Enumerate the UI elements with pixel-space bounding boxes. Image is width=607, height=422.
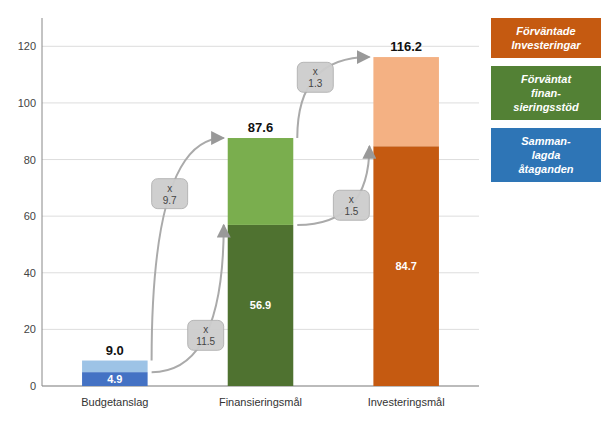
annotations: x9.7 x11.5 x1.3 x1.5: [152, 57, 370, 372]
annotation-box: [188, 320, 224, 350]
annotation-text: x9.7: [163, 183, 177, 206]
y-tick-label: 0: [30, 380, 36, 392]
data-label: 84.7: [395, 260, 416, 272]
legend-label: Förväntatfinan-sieringsstöd: [513, 73, 579, 113]
annotation-arrow: [152, 138, 224, 360]
annotation-box: [297, 62, 333, 92]
annotation-text: x1.3: [308, 66, 322, 89]
chart: 0 20 40 60 80 100 120 4.9 56.9 84.7 9.0 87.6 116.2 Bu…: [0, 0, 607, 422]
legend-label: FörväntadeInvesteringar: [511, 25, 581, 51]
x-tick-label: Budgetanslag: [81, 396, 148, 408]
total-label: 116.2: [390, 39, 422, 54]
annotation-arrow: [297, 57, 369, 138]
y-tick-label: 100: [18, 97, 36, 109]
y-tick-label: 80: [24, 154, 36, 166]
x-tick-label: Investeringsmål: [368, 396, 445, 408]
total-label: 9.0: [106, 343, 124, 358]
annotation-arrow: [152, 225, 224, 372]
grid: [42, 46, 479, 386]
legend-label: Samman-lagdaåtaganden: [518, 135, 573, 175]
bar-segment: [373, 57, 439, 146]
annotation-box: [333, 190, 369, 220]
y-tick-label: 40: [24, 267, 36, 279]
legend-swatch: [491, 66, 601, 120]
y-tick-label: 20: [24, 323, 36, 335]
y-tick-label: 60: [24, 210, 36, 222]
legend: FörväntadeInvesteringar Förväntatfinan-si…: [491, 18, 601, 182]
annotation-text: x11.5: [196, 324, 215, 347]
bar-segment: [82, 372, 148, 386]
data-label: 4.9: [107, 373, 122, 385]
y-axis-line: [42, 18, 43, 386]
bar-segment: [228, 225, 294, 386]
y-tick-label: 120: [18, 40, 36, 52]
bar-segment: [82, 361, 148, 373]
annotation-text: x1.5: [344, 194, 358, 217]
bar-segment: [228, 138, 294, 225]
annotation-arrow: [297, 146, 369, 225]
legend-swatch: [491, 128, 601, 182]
total-label: 87.6: [248, 120, 273, 135]
legend-swatch: [491, 18, 601, 58]
data-label: 56.9: [250, 299, 271, 311]
x-tick-label: Finansieringsmål: [219, 396, 302, 408]
bars: [82, 57, 439, 386]
bar-segment: [373, 146, 439, 386]
annotation-box: [152, 179, 188, 209]
